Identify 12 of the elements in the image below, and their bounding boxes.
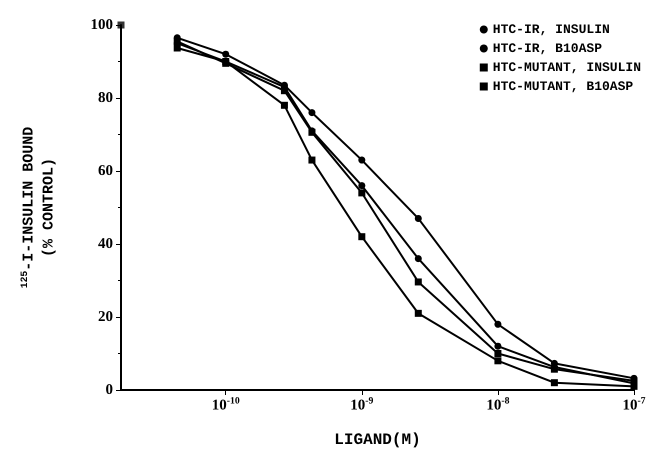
y-tick-label: 80 xyxy=(98,90,113,106)
legend-label: HTC-IR, INSULIN xyxy=(492,22,610,37)
y-tick-label: 40 xyxy=(98,236,113,252)
legend-label: HTC-MUTANT, B10ASP xyxy=(492,79,634,94)
y-tick-label: 100 xyxy=(90,17,113,33)
legend-label: HTC-MUTANT, INSULIN xyxy=(492,60,642,75)
y-tick-label: 60 xyxy=(98,163,113,179)
x-axis-title: LIGAND(M) xyxy=(334,431,421,449)
y-tick-label: 0 xyxy=(106,382,113,398)
legend-label: HTC-IR, B10ASP xyxy=(492,41,602,56)
y-axis-title: 125-I-INSULIN BOUND (% CONTROL) xyxy=(19,126,58,288)
y-tick-label: 20 xyxy=(98,309,113,325)
